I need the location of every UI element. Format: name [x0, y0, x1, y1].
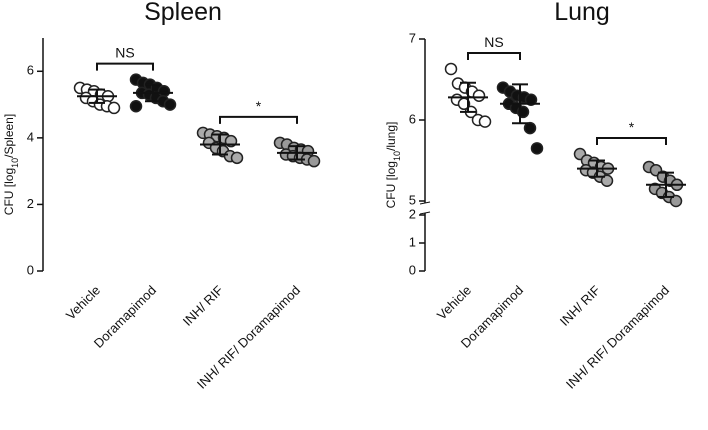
data-point: [472, 89, 486, 102]
significance-bracket: [596, 137, 667, 146]
x-tick-label: INH/ RIF: [180, 282, 226, 328]
significance-bracket: [467, 51, 521, 60]
data-point: [669, 194, 683, 208]
y-axis-label: CFU [log10/Spleen]: [2, 114, 20, 215]
x-tick-label: INH/ RIF: [557, 282, 603, 328]
y-label-text: /Spleen]: [2, 114, 16, 158]
data-point: [524, 93, 538, 106]
data-point: [230, 151, 244, 165]
y-tick-label: 6: [409, 111, 416, 126]
error-bar: [512, 83, 528, 125]
y-label-sub: 10: [392, 151, 402, 161]
y-axis-label: CFU [log10/lung]: [384, 122, 402, 209]
y-tick-label: 2: [27, 196, 34, 211]
data-point: [307, 154, 321, 168]
significance-bracket: [96, 62, 154, 71]
data-point: [478, 115, 492, 128]
x-tick-label: Vehicle: [434, 283, 474, 323]
y-label-text: CFU [log: [2, 168, 16, 215]
y-label-text: /lung]: [384, 122, 398, 151]
y-tick-label: 7: [409, 30, 416, 45]
error-bar: [589, 159, 605, 178]
significance-label: *: [256, 98, 262, 114]
y-tick-label: 0: [27, 262, 34, 277]
significance-label: *: [629, 119, 635, 135]
data-point: [444, 62, 458, 76]
error-bar: [658, 171, 674, 198]
error-bar: [145, 83, 161, 103]
data-point: [129, 99, 143, 113]
y-tick-label: 4: [27, 129, 34, 144]
y-tick-label: 2: [409, 206, 416, 221]
y-label-sub: 10: [10, 158, 20, 168]
data-point: [530, 142, 544, 155]
data-point: [600, 174, 614, 187]
y-tick-label: 0: [409, 262, 416, 277]
chart-title: Spleen: [144, 0, 222, 26]
x-tick-label: Vehicle: [63, 283, 103, 323]
y-tick-label: 1: [409, 234, 416, 249]
data-point: [107, 101, 121, 115]
error-bar: [89, 88, 105, 104]
axis-break: [419, 201, 431, 205]
significance-label: NS: [115, 45, 134, 61]
error-bar: [289, 145, 305, 161]
data-point: [523, 121, 537, 135]
chart-title: Lung: [554, 0, 610, 26]
error-bar: [460, 81, 476, 113]
y-tick-label: 6: [27, 63, 34, 78]
error-bar: [212, 133, 228, 156]
significance-bracket: [219, 115, 298, 124]
y-tick-label: 5: [409, 192, 416, 207]
axis-break: [419, 211, 431, 215]
significance-label: NS: [484, 34, 503, 50]
y-label-text: CFU [log: [384, 161, 398, 208]
data-point: [163, 98, 177, 111]
